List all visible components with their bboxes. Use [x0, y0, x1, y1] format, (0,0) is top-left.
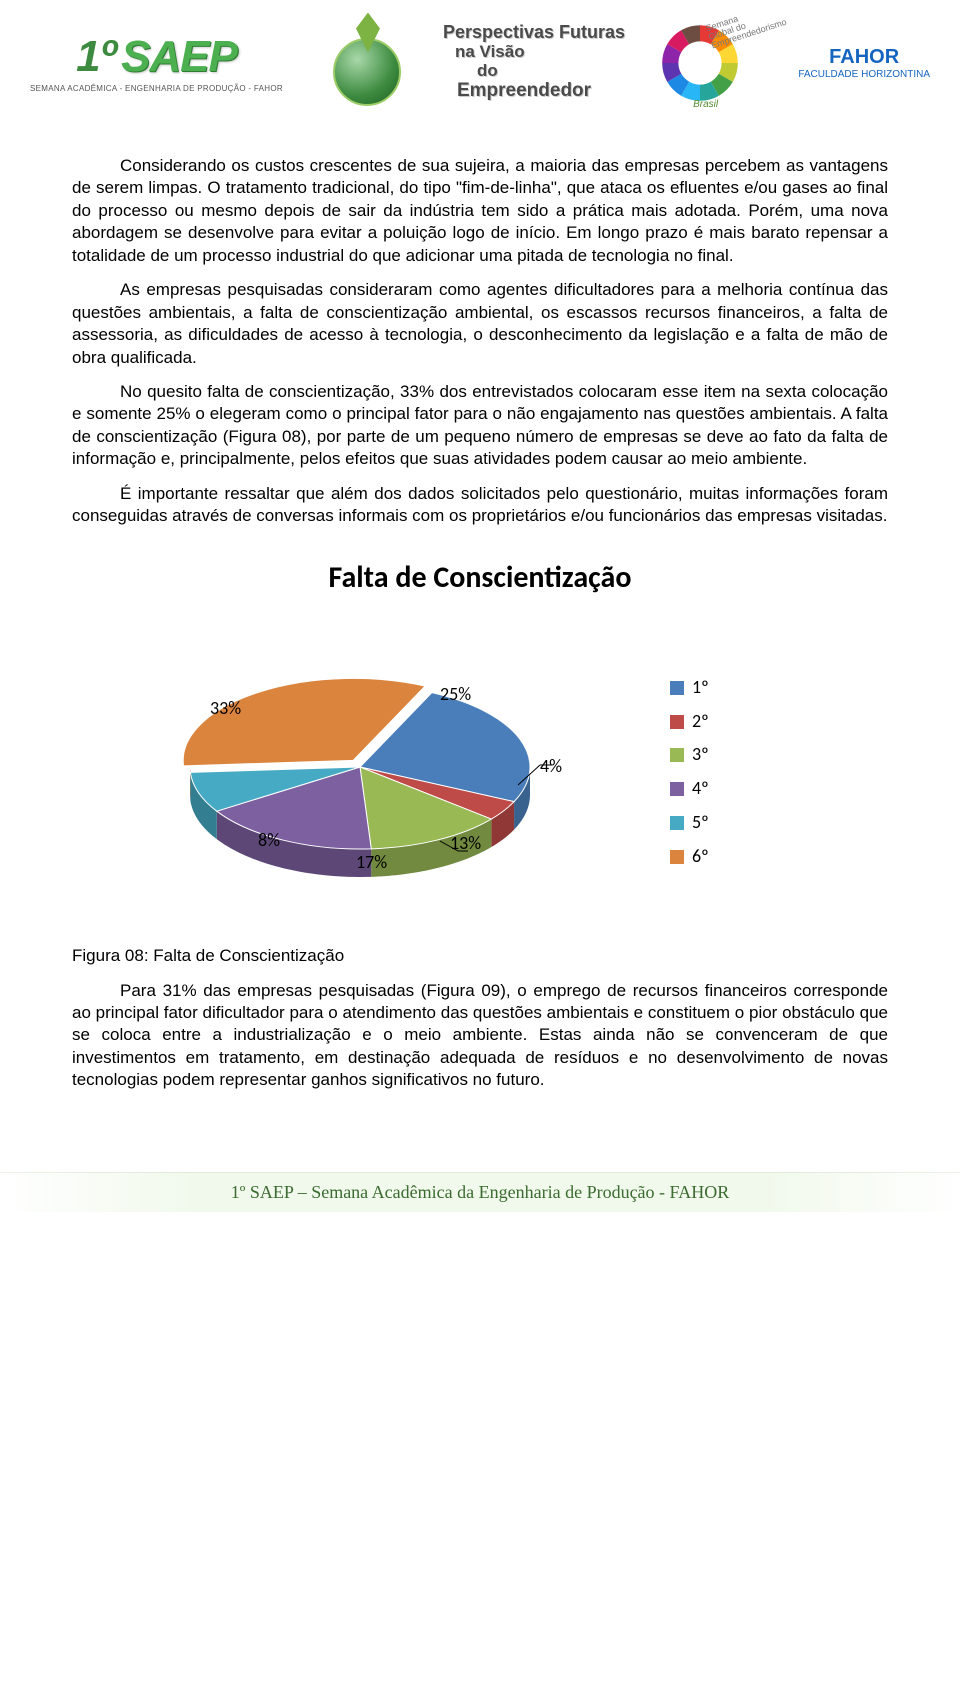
color-wheel-icon: Semana Global do Empreendedorismo Brasil: [655, 18, 745, 108]
logo-subtitle: SEMANA ACADÊMICA - ENGENHARIA DE PRODUÇÃ…: [30, 84, 283, 93]
pie-slice-label: 13%: [450, 832, 481, 856]
paragraph-3: No quesito falta de conscientização, 33%…: [72, 381, 888, 471]
logo-main: SAEP: [121, 32, 237, 81]
legend-item: 4º: [670, 777, 709, 801]
wheel-text: Semana Global do Empreendedorismo: [704, 0, 787, 50]
legend-swatch: [670, 748, 684, 762]
paragraph-1: Considerando os custos crescentes de sua…: [72, 155, 888, 267]
legend-item: 5º: [670, 811, 709, 835]
persp-line-4: Empreendedor: [457, 81, 625, 102]
fahor-logo: FAHOR FACULDADE HORIZONTINA: [798, 46, 930, 80]
page-header: 1º SAEP SEMANA ACADÊMICA - ENGENHARIA DE…: [0, 0, 960, 125]
brasil-text: Brasil: [693, 99, 718, 110]
pie-slice-label: 25%: [440, 683, 471, 707]
legend-label: 3º: [692, 743, 709, 767]
chart-figure: Falta de Conscientização 25% 4% 13% 17% 8% 33…: [100, 558, 860, 918]
pie-slice-label: 4%: [540, 755, 562, 779]
footer-text: 1º SAEP – Semana Acadêmica da Engenharia…: [231, 1182, 729, 1203]
legend-swatch: [670, 850, 684, 864]
chart-title: Falta de Conscientização: [100, 558, 860, 598]
figure-caption: Figura 08: Falta de Conscientização: [72, 945, 888, 967]
legend-swatch: [670, 816, 684, 830]
legend-label: 2º: [692, 710, 709, 734]
persp-line-1: Perspectivas Futuras: [443, 23, 625, 43]
legend-item: 6º: [670, 845, 709, 869]
saep-logo: 1º SAEP SEMANA ACADÊMICA - ENGENHARIA DE…: [30, 32, 283, 93]
pie-slice-label: 8%: [258, 829, 280, 853]
document-body: Considerando os custos crescentes de sua…: [0, 125, 960, 1124]
legend-label: 5º: [692, 811, 709, 835]
pie-slice-label: 33%: [210, 697, 241, 721]
globe-icon: [313, 18, 423, 108]
legend-item: 3º: [670, 743, 709, 767]
legend-item: 2º: [670, 710, 709, 734]
fahor-name: FAHOR: [798, 46, 930, 69]
legend-label: 1º: [692, 676, 709, 700]
pie-slice-label: 17%: [356, 851, 387, 875]
perspectivas-text: Perspectivas Futuras na Visão do Empreen…: [443, 23, 625, 101]
legend-label: 6º: [692, 845, 709, 869]
paragraph-5: Para 31% das empresas pesquisadas (Figur…: [72, 980, 888, 1092]
legend-label: 4º: [692, 777, 709, 801]
fahor-sub: FACULDADE HORIZONTINA: [798, 69, 930, 80]
persp-line-2: na Visão: [455, 43, 625, 62]
legend-swatch: [670, 715, 684, 729]
paragraph-4: É importante ressaltar que além dos dado…: [72, 483, 888, 528]
legend-item: 1º: [670, 676, 709, 700]
pie-chart: 25% 4% 13% 17% 8% 33%: [100, 637, 620, 917]
page-footer: 1º SAEP – Semana Acadêmica da Engenharia…: [0, 1172, 960, 1212]
persp-line-3: do: [477, 62, 625, 81]
paragraph-2: As empresas pesquisadas consideraram com…: [72, 279, 888, 369]
legend-swatch: [670, 782, 684, 796]
chart-legend: 1º 2º 3º 4º 5º 6º: [670, 676, 709, 879]
legend-swatch: [670, 681, 684, 695]
logo-prefix: 1º: [76, 32, 117, 81]
